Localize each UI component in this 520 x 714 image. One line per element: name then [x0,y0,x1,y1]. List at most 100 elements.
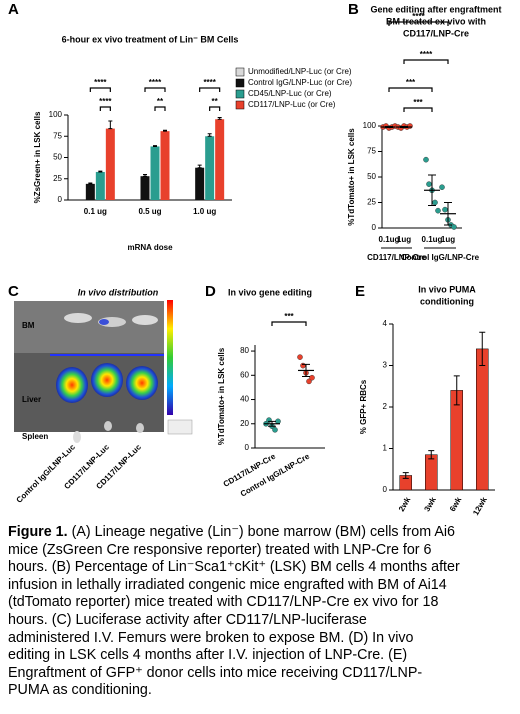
error-bar [217,117,222,120]
y-tick-label: 40 [240,395,249,404]
error-bar [153,145,157,147]
caption-text: (tdTomato reporter) mice treated with CD… [8,594,439,611]
significance-label: **** [420,50,433,59]
y-tick-label: 1 [383,444,388,453]
panel-c: C In vivo distribution BM Liver Spleen C… [8,283,193,505]
caption-line: (tdTomato reporter) mice treated with CD… [8,594,460,612]
panel-title: CD117/LNP-Cre [403,28,469,38]
data-point [439,184,445,190]
caption-line: Figure 1. (A) Lineage negative (Lin⁻) bon… [8,524,460,542]
caption-line: infusion in lethally irradiated congenic… [8,577,460,595]
bar [140,176,150,200]
caption-text: administered I.V. Femurs were broken to … [8,629,414,646]
caption-text: hours. (C) Luciferase activity after CD1… [8,611,367,628]
data-point [407,123,413,129]
legend-swatch [235,67,245,77]
data-point [426,181,432,187]
y-tick-label: 0 [58,195,63,204]
caption-line: Engraftment of GFP⁺ donor cells into mic… [8,665,460,683]
x-tick-label: 6wk [448,495,464,513]
significance-bracket [388,21,449,26]
x-tick-label: 1ug [397,235,411,244]
data-point [275,418,281,425]
caption-text: hours. (B) Percentage of Lin⁻Sca1⁺cKit⁺ … [8,559,460,576]
column-label: Control IgG/LNP-Luc [15,442,78,505]
bar [205,136,215,200]
x-tick-label: 0.5 ug [138,207,161,216]
data-point [423,156,429,163]
x-tick-label: 12wk [471,495,489,517]
significance-label: *** [406,78,416,87]
group-label: Control IgG/LNP-Cre [401,253,480,262]
significance-label: *** [284,312,294,321]
error-bar [143,174,147,177]
caption-line: hours. (C) Luciferase activity after CD1… [8,612,460,630]
data-point [306,378,312,385]
legend-swatch [235,100,245,110]
bar [95,171,105,200]
data-point [309,374,315,381]
row-label: BM [22,321,35,330]
data-point [435,207,441,214]
caption-line: hours. (B) Percentage of Lin⁻Sca1⁺cKit⁺ … [8,559,460,577]
y-tick-label: 80 [240,346,249,355]
significance-label: **** [94,78,107,87]
caption: Figure 1. (A) Lineage negative (Lin⁻) bon… [8,524,460,700]
legend-swatch [235,78,245,88]
significance-label: *** [413,98,423,107]
liver [56,367,88,403]
image-top [14,301,164,353]
y-axis-label: %TdTomato+ in LSK cells [217,347,226,445]
x-tick-label: 1.0 ug [193,207,216,216]
caption-line: mice (ZsGreen Cre responsive reporter) t… [8,542,460,560]
error-bar [400,126,408,129]
bar [425,454,438,491]
caption-text: mice (ZsGreen Cre responsive reporter) t… [8,541,432,558]
y-axis-label: %ZsGreen+ in LSK cells [33,111,42,203]
scale-box [167,419,193,435]
error-bar [428,450,435,460]
significance-bracket [199,87,221,92]
y-tick-label: 2 [383,402,388,411]
panel-title: In vivo distribution [78,287,159,297]
spleen [104,421,112,431]
caption-line: editing in LSK cells 4 months after I.V.… [8,647,460,665]
y-tick-label: 3 [383,361,388,370]
y-axis-label: % GFP+ RBCs [359,379,368,434]
significance-bracket [403,107,433,112]
error-bar [453,375,460,406]
y-tick-label: 75 [53,131,62,140]
bar [105,128,115,200]
y-tick-label: 0 [372,223,377,232]
panel-title: BM treated ex vivo with [386,16,486,26]
panel-title: In vivo PUMA [418,284,476,294]
caption-text: Engraftment of GFP⁺ donor cells into mic… [8,664,423,681]
y-tick-label: 20 [240,419,249,428]
color-bar [167,300,173,415]
error-bar [108,120,113,130]
error-bar [98,170,103,173]
bar [195,167,205,200]
row-label: Liver [22,395,41,404]
significance-label: **** [203,78,216,87]
y-tick-label: 25 [53,174,62,183]
group-label: CD117/LNP-Cre [367,253,426,262]
femur [132,315,158,325]
panel-title: conditioning [420,296,474,306]
bar [160,131,170,200]
y-tick-label: 75 [367,147,376,156]
error-bar [479,331,486,366]
row-label: Spleen [22,432,48,441]
error-bar [163,129,167,132]
bar [215,119,225,200]
y-tick-label: 0 [245,443,250,452]
femur [64,313,92,323]
legend-label: CD117/LNP-Luc (or Cre) [248,100,336,109]
liver [91,363,123,397]
caption-text: editing in LSK cells 4 months after I.V.… [8,647,408,664]
x-tick-label: 0.1ug [422,235,443,244]
y-tick-label: 50 [367,172,376,181]
caption-line: administered I.V. Femurs were broken to … [8,630,460,648]
significance-label: **** [99,97,112,106]
